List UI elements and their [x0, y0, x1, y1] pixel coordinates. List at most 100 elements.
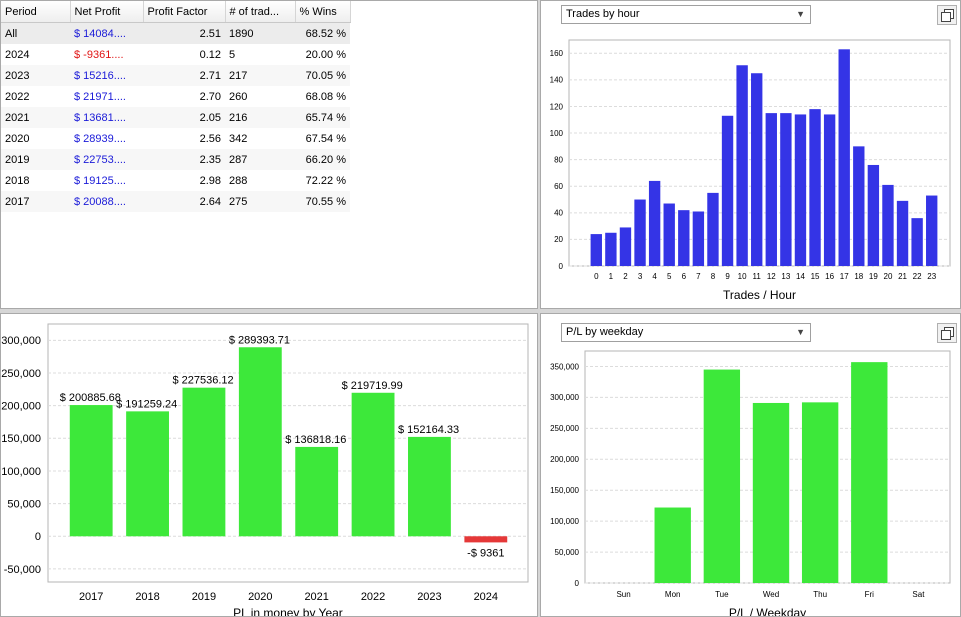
- cell-net-profit: $ 14084....: [70, 22, 143, 44]
- y-tick-label: 100,000: [550, 517, 579, 526]
- bar: [634, 199, 646, 266]
- data-label: $ 289393.71: [229, 334, 290, 346]
- cell-period: 2022: [5, 90, 30, 103]
- bar: [801, 402, 839, 583]
- y-tick-label: 40: [554, 209, 563, 218]
- cell-period: 2024: [5, 48, 30, 61]
- table-row[interactable]: 2017 $ 20088.... 2.64 275 70.55 %: [1, 191, 350, 212]
- cell-period: 2021: [1, 107, 70, 128]
- cell-profit-factor: 0.12: [199, 48, 221, 61]
- cell-trades: 260: [229, 90, 248, 103]
- bar: [238, 347, 282, 537]
- y-tick-label: 250,000: [550, 424, 579, 433]
- x-tick-label: 20: [884, 272, 893, 281]
- x-tick-label: 21: [898, 272, 907, 281]
- x-tick-label: 11: [753, 272, 762, 281]
- y-tick-label: 140: [550, 76, 564, 85]
- bar: [853, 146, 865, 266]
- x-tick-label: Tue: [715, 590, 729, 599]
- table-row[interactable]: 2021 $ 13681.... 2.05 216 65.74 %: [1, 107, 350, 128]
- x-tick-label: 2022: [361, 591, 385, 603]
- table-row[interactable]: 2019 $ 22753.... 2.35 287 66.20 %: [1, 149, 350, 170]
- cell-net-profit: $ 13681....: [70, 107, 143, 128]
- bar: [721, 115, 734, 266]
- cell-period: 2023: [1, 65, 70, 86]
- popout-window-icon[interactable]: [937, 5, 957, 25]
- bar: [752, 402, 790, 583]
- x-tick-label: 5: [667, 272, 672, 281]
- column-header-trades[interactable]: # of trad...: [225, 1, 296, 23]
- cell-profit-factor: 2.35: [143, 149, 225, 170]
- y-tick-label: 200,000: [550, 455, 579, 464]
- column-header-period[interactable]: Period: [1, 1, 71, 23]
- cell-wins: 70.55 %: [295, 191, 350, 212]
- x-axis-title: PL in money by Year: [233, 606, 343, 617]
- y-tick-label: 100,000: [1, 466, 41, 478]
- data-label: -$ 9361: [467, 547, 504, 559]
- x-tick-label: 2019: [192, 591, 216, 603]
- cell-profit-factor: 2.71: [143, 65, 225, 86]
- cell-period: 2020: [5, 132, 30, 145]
- x-tick-label: Fri: [865, 590, 875, 599]
- y-tick-label: 0: [559, 262, 564, 271]
- table-row[interactable]: 2022 $ 21971.... 2.70 260 68.08 %: [1, 86, 350, 107]
- bar: [765, 113, 777, 266]
- y-tick-label: 150,000: [1, 433, 41, 445]
- x-tick-label: 7: [696, 272, 701, 281]
- bar: [351, 392, 395, 537]
- chart-type-dropdown[interactable]: P/L by weekday ▼: [561, 323, 811, 342]
- x-tick-label: 2020: [248, 591, 272, 603]
- x-tick-label: 4: [652, 272, 657, 281]
- y-tick-label: 300,000: [550, 393, 579, 402]
- table-row[interactable]: 2024 $ -9361.... 0.12 5 20.00 %: [1, 44, 350, 65]
- x-tick-label: 2018: [135, 591, 159, 603]
- bar: [654, 507, 691, 583]
- x-tick-label: 2021: [304, 591, 328, 603]
- cell-profit-factor: 2.51: [143, 22, 225, 44]
- table-row[interactable]: 2018 $ 19125.... 2.98 288 72.22 %: [1, 170, 350, 191]
- x-tick-label: 2: [623, 272, 628, 281]
- y-tick-label: 20: [554, 235, 563, 244]
- table-row[interactable]: All $ 14084.... 2.51 1890 68.52 %: [1, 22, 350, 44]
- bar: [794, 114, 807, 267]
- bar: [678, 210, 690, 266]
- x-tick-label: 18: [854, 272, 863, 281]
- cell-trades: 275: [225, 191, 295, 212]
- y-tick-label: 50,000: [555, 548, 580, 557]
- y-tick-label: 60: [554, 182, 563, 191]
- table-row[interactable]: 2023 $ 15216.... 2.71 217 70.05 %: [1, 65, 350, 86]
- cell-wins: 67.54 %: [305, 132, 346, 145]
- column-header-wins[interactable]: % Wins: [295, 1, 351, 23]
- chevron-down-icon: ▼: [796, 9, 805, 19]
- cell-net-profit: $ 22753....: [70, 149, 143, 170]
- cell-net-profit: $ 15216....: [70, 65, 143, 86]
- x-tick-label: Wed: [763, 590, 779, 599]
- pl-by-weekday-panel: P/L by weekday ▼ 0 50,000 100,000 150,000 20…: [540, 313, 961, 617]
- column-header-profit-factor[interactable]: Profit Factor: [143, 1, 226, 23]
- cell-period: 2018: [5, 174, 30, 187]
- bar: [408, 436, 451, 537]
- cell-trades: 217: [225, 65, 295, 86]
- x-tick-label: 22: [913, 272, 922, 281]
- bar: [295, 446, 339, 537]
- bar: [703, 369, 741, 583]
- cell-period: 2017: [1, 191, 70, 212]
- chart-type-dropdown[interactable]: Trades by hour ▼: [561, 5, 811, 24]
- popout-window-icon[interactable]: [937, 323, 957, 343]
- cell-trades: 216: [225, 107, 295, 128]
- cell-net-profit: $ 19125....: [74, 174, 126, 187]
- cell-trades: 287: [225, 149, 295, 170]
- cell-wins: 70.05 %: [295, 65, 350, 86]
- cell-profit-factor: 2.64: [143, 191, 225, 212]
- x-tick-label: Mon: [665, 590, 681, 599]
- y-tick-label: 120: [550, 102, 564, 111]
- x-tick-label: Sat: [912, 590, 925, 599]
- column-header-net-profit[interactable]: Net Profit: [70, 1, 144, 23]
- bar: [126, 411, 169, 537]
- cell-period: 2019: [1, 149, 70, 170]
- x-tick-label: 10: [738, 272, 747, 281]
- table-row[interactable]: 2020 $ 28939.... 2.56 342 67.54 %: [1, 128, 350, 149]
- bar: [590, 234, 602, 266]
- cell-wins: 68.52 %: [295, 22, 350, 44]
- bar: [663, 203, 675, 266]
